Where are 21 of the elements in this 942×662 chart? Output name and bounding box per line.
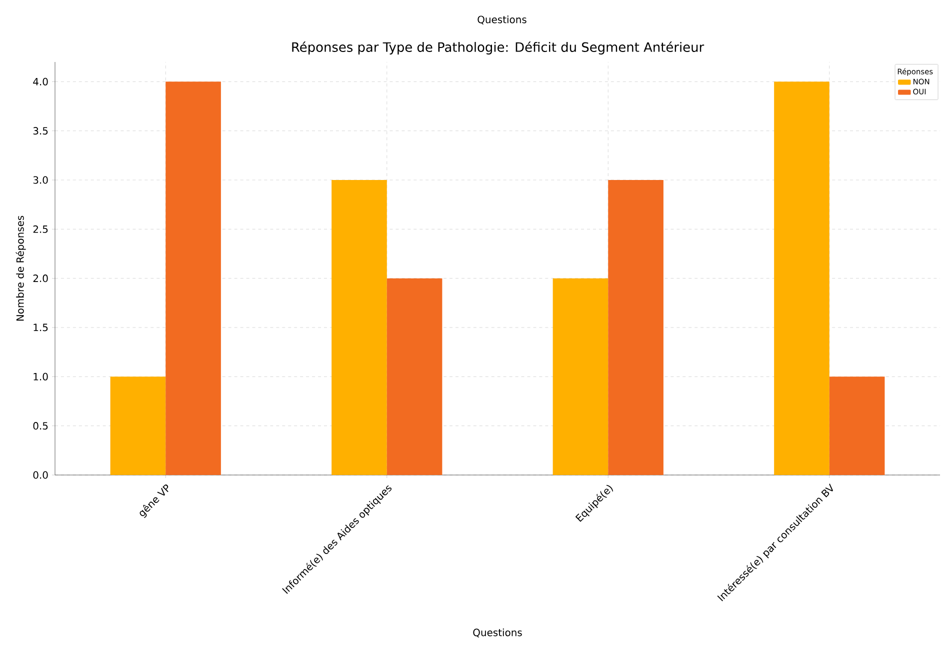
bar bbox=[552, 278, 608, 475]
bar bbox=[110, 376, 166, 475]
bar bbox=[774, 82, 830, 475]
y-tick-label: 2.5 bbox=[33, 225, 48, 233]
bar bbox=[166, 82, 221, 475]
y-tick-label: 3.5 bbox=[33, 127, 48, 135]
y-tick-label: 0.0 bbox=[33, 471, 48, 479]
y-tick-label: 0.5 bbox=[33, 422, 48, 430]
y-tick-label: 1.0 bbox=[34, 372, 48, 380]
bar bbox=[829, 376, 885, 475]
bar bbox=[332, 180, 387, 475]
x-axis-title: Questions bbox=[473, 628, 522, 638]
bar bbox=[386, 278, 442, 475]
y-tick-label: 2.0 bbox=[33, 274, 48, 282]
text: Questions bbox=[478, 16, 526, 24]
y-tick-label: 1.5 bbox=[34, 324, 48, 332]
bar bbox=[608, 180, 664, 475]
y-tick-label: 3.0 bbox=[33, 176, 48, 184]
y-tick-label: 4.0 bbox=[33, 78, 48, 86]
chart-title: Réponses par Type de Pathologie: Déficit du Segment Antérieur bbox=[292, 41, 704, 54]
y-axis-title: Nombre de Réponses bbox=[16, 216, 26, 321]
